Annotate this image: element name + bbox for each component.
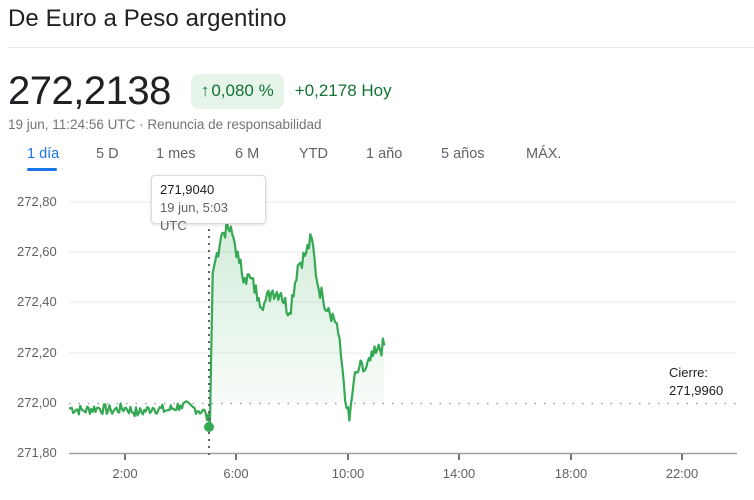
tab-1-day[interactable]: 1 día: [27, 146, 60, 162]
x-axis-ticks: [124, 454, 683, 460]
y-tick-label: 271,80: [17, 445, 57, 460]
close-value: 271,9960: [669, 383, 724, 398]
tab-6-months[interactable]: 6 M: [235, 146, 260, 162]
previous-close-label: Cierre: 271,9960: [669, 364, 723, 400]
x-tick-label: 6:00: [223, 466, 249, 481]
current-price: 272,2138: [8, 69, 171, 113]
x-tick-label: 10:00: [331, 466, 365, 481]
area-fill: [212, 220, 385, 421]
tooltip-value: 271,9040: [160, 182, 215, 197]
active-tab-indicator: [27, 168, 57, 171]
x-tick-label: 2:00: [112, 466, 138, 481]
change-percent: 0,080 %: [211, 81, 274, 100]
x-tick-label: 22:00: [665, 466, 699, 481]
quote-row: 272,2138 ↑ 0,080 % +0,2178 Hoy: [8, 68, 392, 114]
x-tick-label: 18:00: [554, 466, 588, 481]
timestamp: 19 jun, 11:24:56 UTC: [8, 117, 136, 132]
tab-1-month[interactable]: 1 mes: [156, 146, 196, 162]
price-line: [68, 219, 386, 429]
quote-subline: 19 jun, 11:24:56 UTC · Renuncia de respo…: [8, 117, 321, 132]
tooltip-time: 19 jun, 5:03 UTC: [160, 200, 228, 233]
x-tick-label: 14:00: [442, 466, 476, 481]
y-tick-label: 272,40: [17, 294, 57, 309]
y-tick-label: 272,00: [17, 395, 57, 410]
arrow-up-icon: ↑: [200, 81, 210, 100]
disclaimer-link[interactable]: Renuncia de responsabilidad: [147, 117, 322, 132]
change-absolute: +0,2178 Hoy: [294, 81, 392, 100]
y-tick-label: 272,80: [17, 194, 57, 209]
highlight-point: [204, 422, 214, 432]
tab-5-days[interactable]: 5 D: [96, 146, 119, 162]
separator: ·: [139, 117, 144, 132]
change-percent-badge: ↑ 0,080 %: [190, 73, 284, 109]
close-caption: Cierre:: [669, 365, 709, 380]
range-tabs: 1 día 5 D 1 mes 6 M YTD 1 año 5 años MÁX…: [0, 146, 620, 174]
tab-5-years[interactable]: 5 años: [441, 146, 485, 162]
tab-1-year[interactable]: 1 año: [366, 146, 403, 162]
tab-max[interactable]: MÁX.: [526, 146, 562, 162]
y-tick-label: 272,20: [17, 345, 57, 360]
page-title: De Euro a Peso argentino: [8, 5, 287, 32]
title-divider: [8, 47, 754, 48]
y-tick-label: 272,60: [17, 244, 57, 259]
chart-tooltip: 271,9040 19 jun, 5:03 UTC: [151, 175, 266, 233]
tab-ytd[interactable]: YTD: [299, 146, 328, 162]
